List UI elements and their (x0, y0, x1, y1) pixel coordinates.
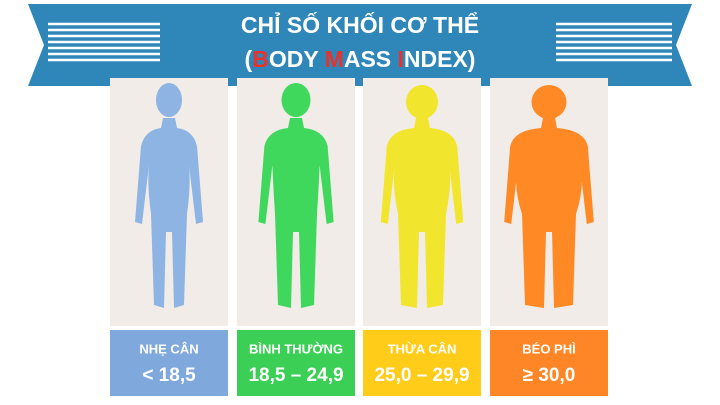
figure-body (258, 118, 334, 308)
figure (135, 83, 203, 308)
figure-body (504, 118, 594, 308)
panel-label: BÉO PHÌ (522, 341, 575, 356)
figure (380, 85, 464, 308)
figure-head (406, 85, 438, 119)
banner (28, 4, 692, 86)
title-line1: CHỈ SỐ KHỐI CƠ THỂ (241, 10, 479, 38)
label-box (110, 330, 228, 396)
figure-head (281, 83, 311, 117)
figure-head (531, 85, 567, 119)
label-box (237, 330, 355, 396)
title-part: ASS (344, 46, 398, 72)
figure-body (135, 118, 203, 308)
title-part: I (398, 46, 404, 72)
panel-range: < 18,5 (142, 365, 196, 386)
panel-label: THỪA CÂN (388, 341, 457, 356)
title-part: ODY (269, 46, 325, 72)
figure (258, 83, 334, 308)
panel-label: BÌNH THƯỜNG (249, 341, 343, 356)
panel-range: ≥ 30,0 (523, 365, 576, 386)
label-box (363, 330, 481, 396)
title-line2: (BODY MASS INDEX) (245, 46, 476, 72)
panel-label: NHẸ CÂN (139, 341, 198, 356)
banner-stripes (48, 22, 672, 62)
label-box (490, 330, 608, 396)
panel-range: 25,0 – 29,9 (374, 365, 469, 386)
panel-range: 18,5 – 24,9 (248, 365, 343, 386)
title-part: NDEX) (404, 46, 476, 72)
figure (504, 85, 594, 308)
title-part: M (325, 46, 344, 72)
figure-body (380, 118, 464, 308)
figure-head (156, 83, 182, 117)
panels: NHẸ CÂN < 18,5 BÌNH THƯỜNG 18,5 – 24,9 THỪA … (110, 78, 608, 396)
title-part: B (252, 46, 269, 72)
title-part: ( (245, 46, 253, 72)
